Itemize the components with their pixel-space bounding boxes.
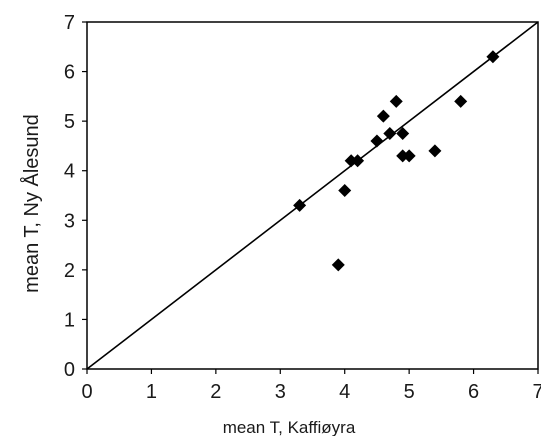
data-point-diamond xyxy=(293,198,307,212)
data-point-diamond xyxy=(454,94,468,108)
y-tick-label: 0 xyxy=(64,359,75,381)
y-tick-label: 3 xyxy=(64,210,75,232)
x-tick-label: 6 xyxy=(468,381,479,403)
data-point-diamond xyxy=(402,149,416,163)
x-tick-label: 2 xyxy=(210,381,221,403)
data-points xyxy=(293,50,500,272)
data-point-diamond xyxy=(370,134,384,148)
data-point-diamond xyxy=(396,127,410,141)
data-point-diamond xyxy=(338,184,352,198)
y-tick-label: 2 xyxy=(64,260,75,282)
x-tick-label: 7 xyxy=(532,381,541,403)
y-tick-label: 6 xyxy=(64,62,75,84)
data-point-diamond xyxy=(376,109,390,123)
x-tick-label: 0 xyxy=(81,381,92,403)
x-tick-label: 4 xyxy=(339,381,350,403)
y-tick-label: 7 xyxy=(64,12,75,34)
x-tick-label: 3 xyxy=(275,381,286,403)
y-axis-ticks: 0 1 2 3 4 5 6 7 xyxy=(64,12,87,381)
data-point-diamond xyxy=(351,154,365,168)
y-axis-title: mean T, Ny Ålesund xyxy=(20,114,43,293)
y-tick-label: 5 xyxy=(64,111,75,133)
x-axis-ticks: 0 1 2 3 4 5 6 7 xyxy=(81,369,541,403)
identity-line xyxy=(86,21,539,370)
plot-area-border xyxy=(86,21,539,370)
y-tick-label: 1 xyxy=(64,309,75,331)
x-tick-label: 1 xyxy=(146,381,157,403)
identity-line-layer xyxy=(86,21,539,370)
x-axis-title: mean T, Kaffiøyra xyxy=(223,418,356,436)
data-point-diamond xyxy=(389,94,403,108)
x-tick-label: 5 xyxy=(404,381,415,403)
data-point-diamond xyxy=(486,50,500,64)
data-point-diamond xyxy=(383,127,397,141)
data-point-diamond xyxy=(428,144,442,158)
data-point-diamond xyxy=(331,258,345,272)
y-tick-label: 4 xyxy=(64,161,75,183)
